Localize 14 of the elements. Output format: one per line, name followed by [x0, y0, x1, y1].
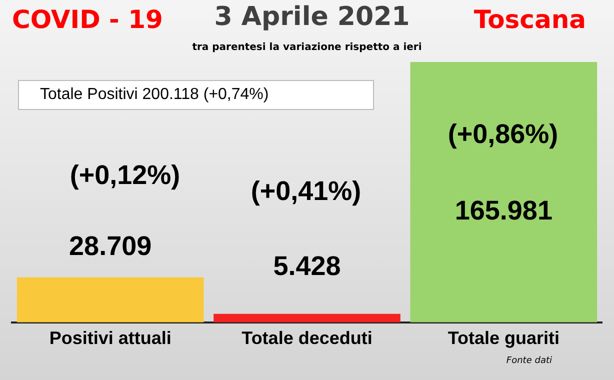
- x-tick-label: Totale deceduti: [242, 328, 372, 348]
- annotation: (+0,41%): [250, 176, 362, 207]
- chart-subtitle: tra parentesi la variazione rispetto a ieri: [191, 42, 423, 53]
- text: Toscana: [474, 5, 586, 34]
- source-note: Fonte dati: [506, 356, 552, 366]
- annotation: (+0,86%): [446, 119, 560, 150]
- data-label: 165.981: [454, 195, 552, 226]
- x-tick-label: Positivi attuali: [49, 328, 172, 348]
- data-label: 5.428: [273, 250, 341, 281]
- annotation: (+0,12%): [68, 160, 182, 191]
- chart-title: 3 Aprile 2021: [214, 2, 410, 32]
- x-tick-label: Totale guariti: [448, 328, 560, 348]
- data-label: 28.709: [69, 230, 152, 261]
- text: COVID - 19: [12, 5, 163, 34]
